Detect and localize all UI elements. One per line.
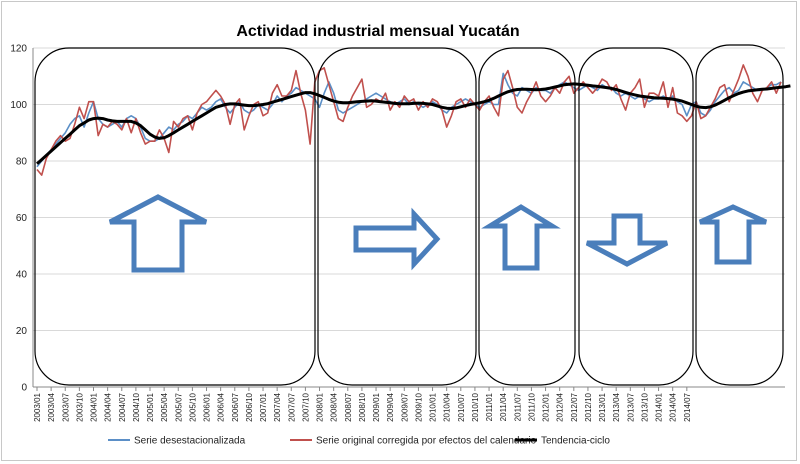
- x-tick-label: 2010/10: [471, 392, 480, 421]
- y-axis: 0 20 40 60 80 100 120: [10, 44, 27, 394]
- x-tick-label: 2011/04: [499, 392, 508, 421]
- series-line-3: [36, 82, 791, 165]
- x-tick-label: 2007/04: [273, 392, 282, 421]
- series-line-1: [36, 72, 782, 168]
- y-tick-label: 40: [16, 270, 28, 281]
- legend-label: Serie desestacionalizada: [134, 436, 246, 447]
- right-arrow-icon: [353, 207, 441, 271]
- x-tick-label: 2014/04: [669, 392, 678, 421]
- x-tick-label: 2003/01: [33, 392, 42, 421]
- period-box: [34, 47, 316, 386]
- x-tick-label: 2007/01: [259, 392, 268, 421]
- annotations: [34, 44, 784, 386]
- x-tick-label: 2008/01: [316, 392, 325, 421]
- series-layer: [36, 64, 791, 176]
- x-tick-label: 2008/10: [358, 392, 367, 421]
- x-tick-label: 2006/04: [217, 392, 226, 421]
- x-tick-label: 2014/01: [655, 392, 664, 421]
- x-tick-label: 2009/01: [372, 392, 381, 421]
- x-tick-label: 2008/04: [330, 392, 339, 421]
- x-tick-label: 2013/04: [612, 392, 621, 421]
- x-tick-label: 2006/01: [203, 392, 212, 421]
- x-tick-label: 2012/10: [584, 392, 593, 421]
- y-tick-label: 120: [10, 44, 27, 55]
- x-tick-label: 2011/10: [527, 392, 536, 421]
- x-tick-label: 2012/01: [542, 392, 551, 421]
- x-tick-label: 2004/10: [132, 392, 141, 421]
- x-tick-label: 2010/04: [443, 392, 452, 421]
- x-tick-label: 2012/07: [570, 392, 579, 421]
- x-tick-label: 2010/01: [429, 392, 438, 421]
- x-tick-label: 2007/07: [287, 392, 296, 421]
- x-tick-label: 2006/10: [245, 392, 254, 421]
- legend: Serie desestacionalizada Serie original c…: [108, 436, 610, 447]
- y-tick-label: 80: [16, 157, 28, 168]
- legend-label: Tendencia-ciclo: [541, 436, 610, 447]
- period-box: [695, 44, 784, 386]
- x-tick-label: 2007/10: [301, 392, 310, 421]
- x-axis: 2003/01 2003/04 2003/07 2003/10 2004/01 2004/…: [33, 387, 692, 422]
- x-tick-label: 2008/07: [344, 392, 353, 421]
- x-tick-label: 2003/04: [47, 392, 56, 421]
- y-tick-label: 20: [16, 326, 28, 337]
- x-tick-label: 2013/01: [598, 392, 607, 421]
- down-arrow-icon: [585, 213, 669, 267]
- x-tick-label: 2013/07: [626, 392, 635, 421]
- x-tick-label: 2004/01: [90, 392, 99, 421]
- x-tick-label: 2005/01: [146, 392, 155, 421]
- up-arrow-icon: [698, 204, 768, 265]
- x-tick-label: 2003/07: [61, 392, 70, 421]
- x-tick-label: 2005/07: [174, 392, 183, 421]
- chart-title: Actividad industrial mensual Yucatán: [236, 23, 519, 40]
- y-tick-label: 60: [16, 213, 28, 224]
- x-tick-label: 2014/07: [683, 392, 692, 421]
- x-tick-label: 2005/10: [188, 392, 197, 421]
- up-arrow-icon: [108, 194, 208, 273]
- y-tick-label: 0: [21, 383, 27, 394]
- x-tick-label: 2011/07: [513, 392, 522, 421]
- x-tick-label: 2009/07: [400, 392, 409, 421]
- x-tick-label: 2004/07: [118, 392, 127, 421]
- y-tick-label: 100: [10, 100, 27, 111]
- x-tick-label: 2009/04: [386, 392, 395, 421]
- x-tick-label: 2006/07: [231, 392, 240, 421]
- x-tick-label: 2003/10: [75, 392, 84, 421]
- legend-label: Serie original corregida por efectos del…: [316, 436, 537, 447]
- x-tick-label: 2010/07: [457, 392, 466, 421]
- series-line-2: [36, 64, 782, 176]
- x-tick-label: 2013/10: [640, 392, 649, 421]
- x-tick-label: 2012/04: [556, 392, 565, 421]
- x-tick-label: 2005/04: [160, 392, 169, 421]
- period-box: [317, 47, 477, 386]
- x-tick-label: 2004/04: [104, 392, 113, 421]
- period-box: [578, 47, 694, 386]
- period-box: [478, 47, 576, 386]
- x-tick-label: 2011/01: [485, 392, 494, 421]
- up-arrow-icon: [481, 204, 561, 271]
- x-tick-label: 2009/10: [414, 392, 423, 421]
